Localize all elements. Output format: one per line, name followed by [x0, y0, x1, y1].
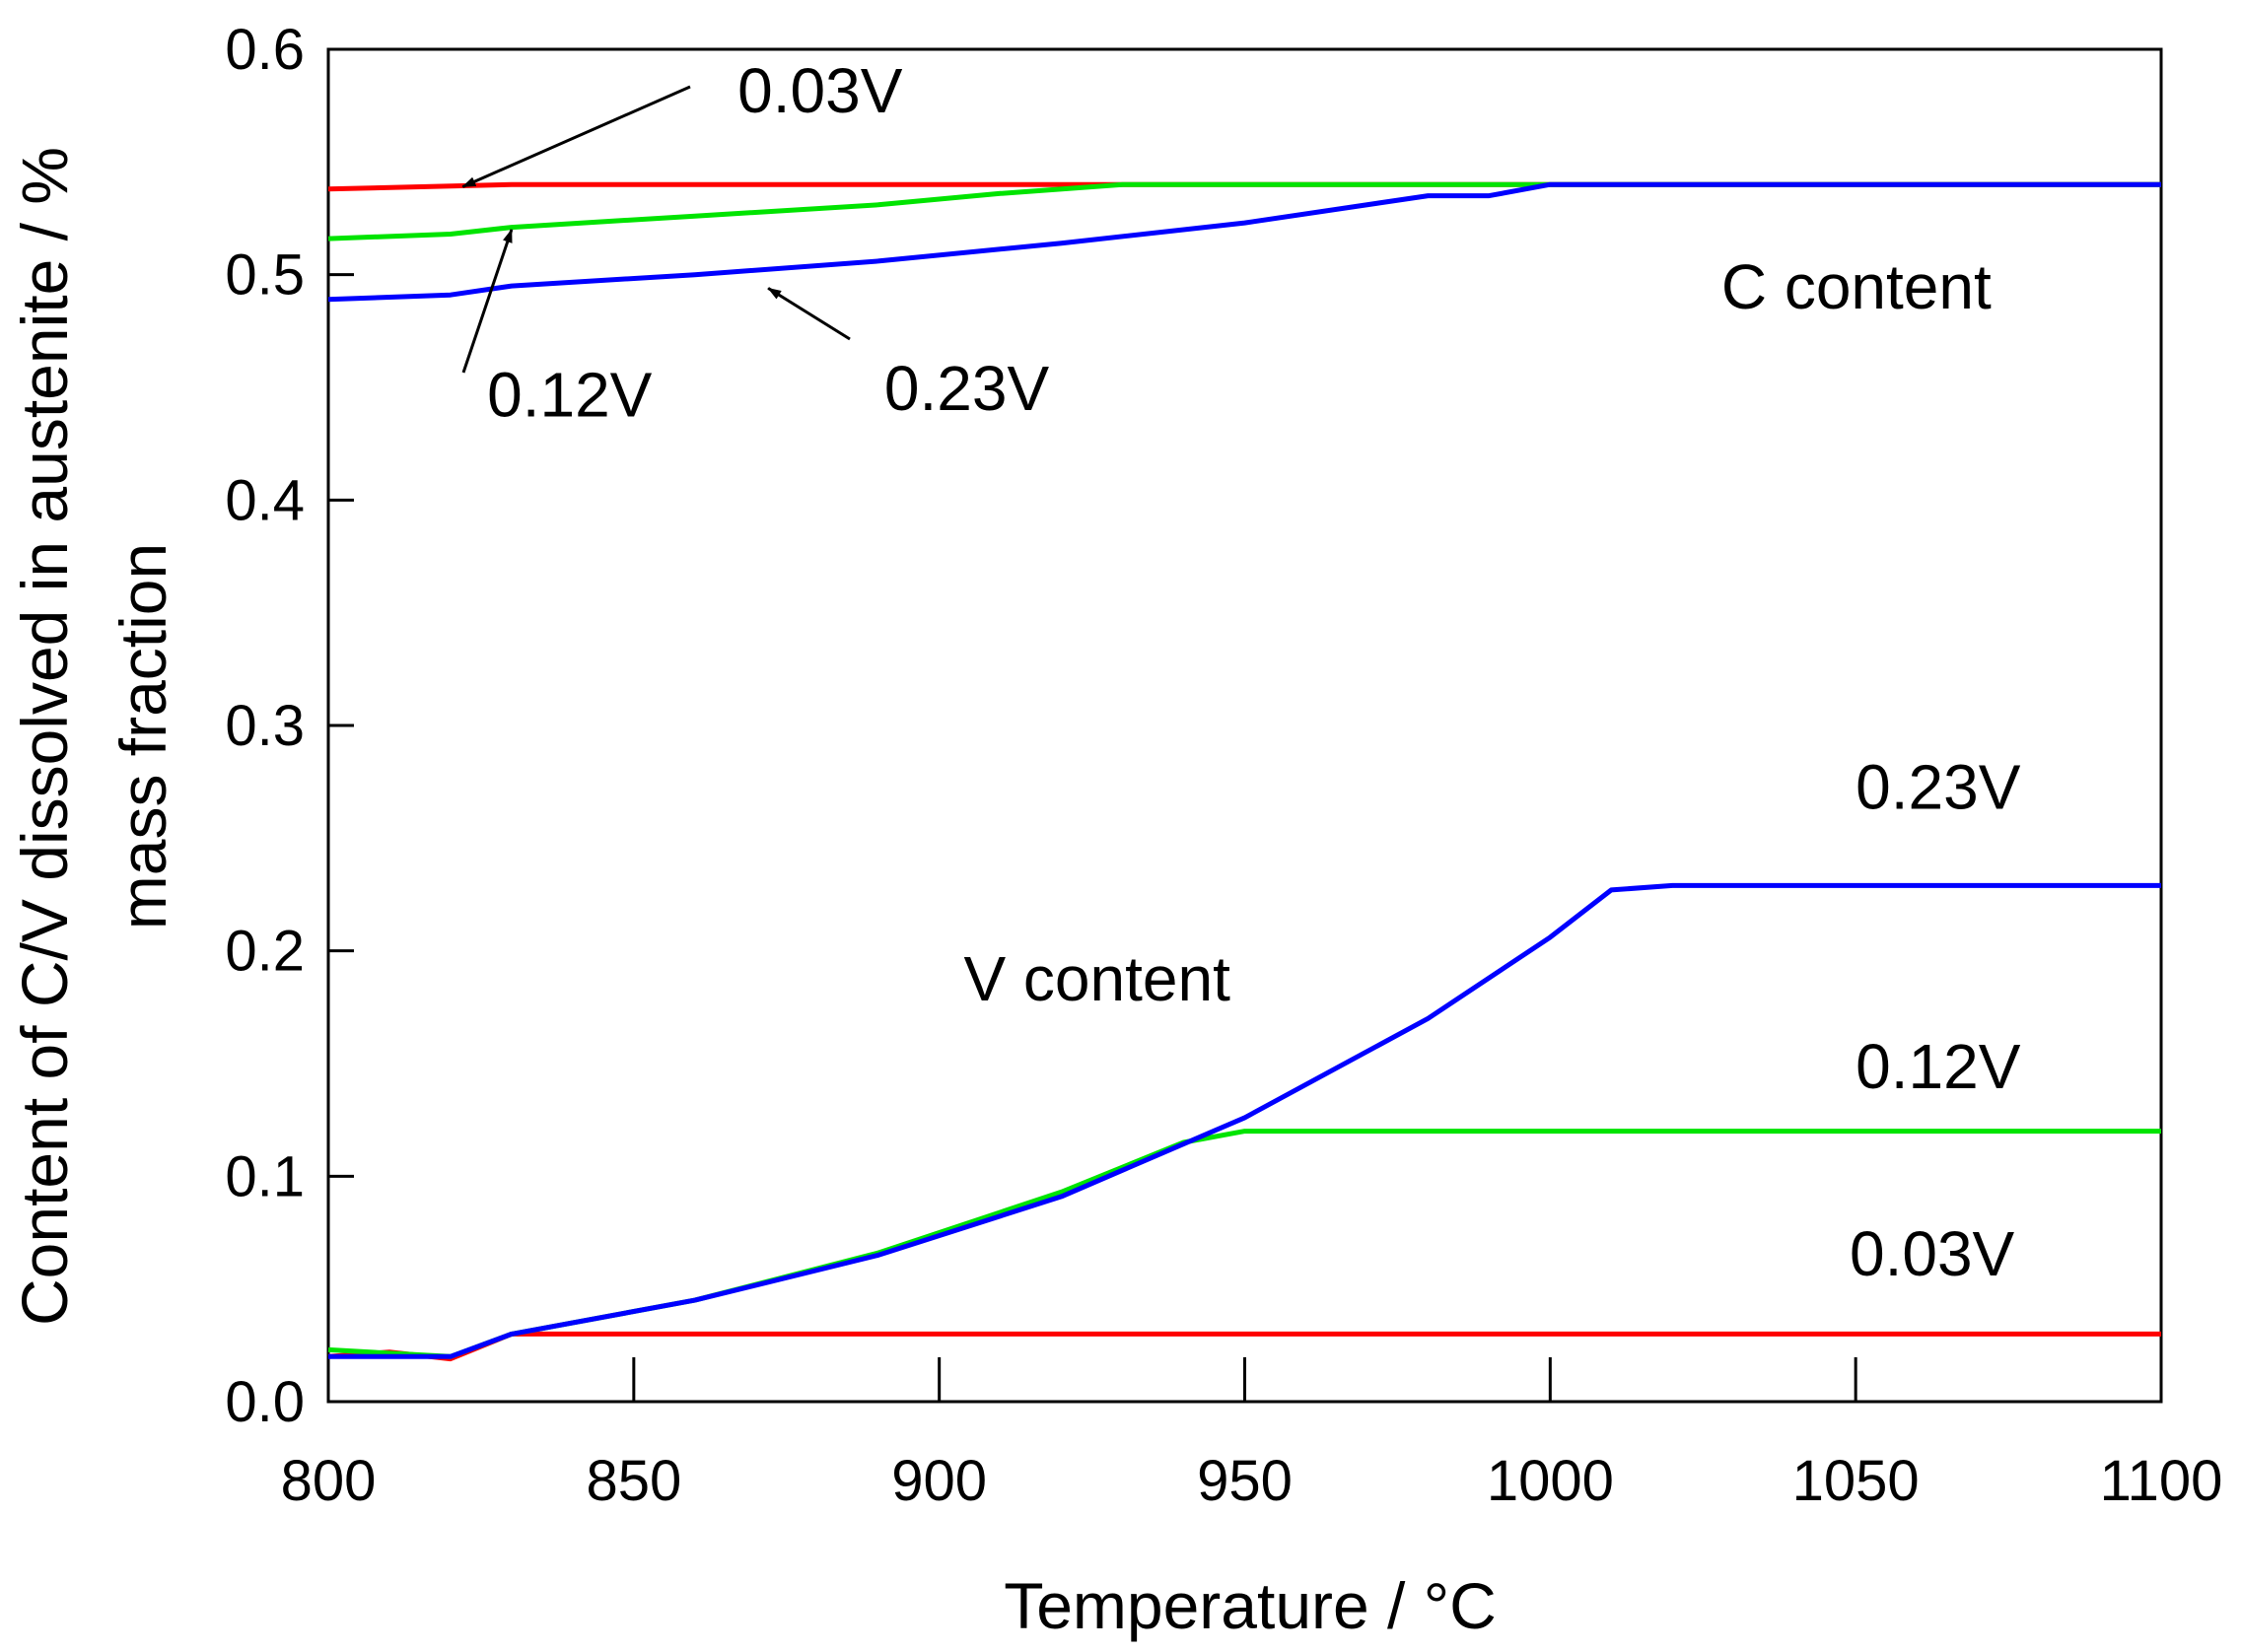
x-tick-label: 950	[1197, 1449, 1293, 1513]
y-axis-title-line2: mass fraction	[106, 543, 179, 929]
label-c-012v: 0.12V	[487, 360, 653, 431]
label-v-content: V content	[963, 943, 1230, 1014]
x-tick-label: 850	[586, 1449, 681, 1513]
x-tick-label: 900	[891, 1449, 987, 1513]
label-c-003v: 0.03V	[737, 55, 903, 126]
arrow-label-c-023v	[767, 287, 851, 341]
label-v-012v: 0.12V	[1856, 1031, 2021, 1102]
y-tick-label: 0.1	[225, 1144, 305, 1208]
x-tick-label: 1100	[2100, 1449, 2223, 1513]
arrow-label-c-003v	[461, 85, 691, 188]
x-tick-label: 800	[281, 1449, 377, 1513]
series-v-content-0-03v	[327, 1331, 2161, 1362]
y-tick-label: 0.3	[225, 694, 305, 758]
label-v-003v: 0.03V	[1850, 1218, 2015, 1289]
y-tick-label: 0.5	[225, 243, 305, 308]
y-axis-title: Content of C/V dissolved in austenite / …	[8, 147, 81, 1326]
arrow-label-c-012v	[461, 228, 514, 374]
series-v-content-0-23v	[328, 882, 2161, 1359]
x-tick-label: 1000	[1487, 1449, 1614, 1513]
label-c-content: C content	[1721, 251, 1992, 322]
label-c-023v: 0.23V	[884, 353, 1050, 424]
y-tick-label: 0.0	[225, 1370, 305, 1434]
annotations: 0.03V 0.12V 0.23V C content V content 0.23V 0.…	[461, 55, 2021, 1289]
y-tick-label: 0.6	[225, 18, 305, 82]
label-v-023v: 0.23V	[1856, 752, 2021, 823]
x-tick-label: 1050	[1792, 1449, 1920, 1513]
axes: 800 850 900 950 1000 1050 1100 0.0 0.1 0.2 0.3 0.4 0…	[225, 18, 2222, 1513]
y-tick-label: 0.2	[225, 920, 305, 984]
x-axis-title: Temperature / °C	[1004, 1569, 1497, 1642]
series-c-content-0-12v	[327, 181, 2161, 241]
y-tick-label: 0.4	[225, 468, 305, 532]
